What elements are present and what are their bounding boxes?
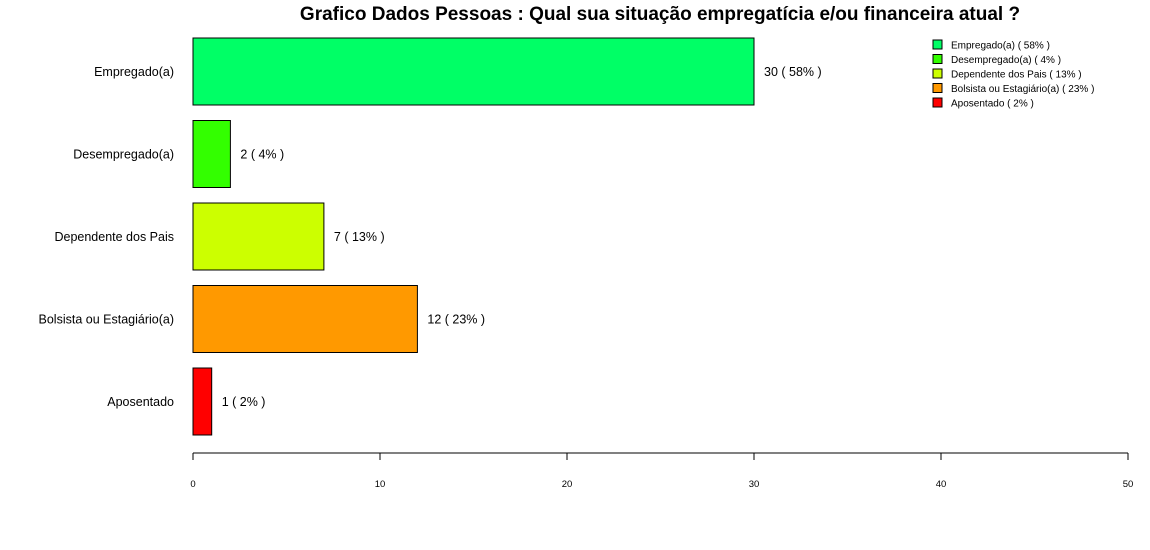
x-tick-label: 20 xyxy=(562,479,573,490)
legend-swatch xyxy=(932,68,943,79)
category-label: Dependente dos Pais xyxy=(54,230,174,244)
legend-entry: Desempregado(a) ( 4% ) xyxy=(951,55,1061,66)
bar xyxy=(192,285,418,353)
data-label: 7 ( 13% ) xyxy=(334,230,385,244)
x-tick-label: 10 xyxy=(375,479,386,490)
legend-entry: Empregado(a) ( 58% ) xyxy=(951,41,1050,52)
x-tick-label: 30 xyxy=(749,479,760,490)
x-axis: 0 10 20 30 40 50 xyxy=(190,452,1134,490)
bar xyxy=(192,202,325,271)
x-tick-label: 40 xyxy=(936,479,947,490)
category-label: Empregado(a) xyxy=(94,65,174,79)
bar xyxy=(192,120,231,188)
data-label: 1 ( 2% ) xyxy=(222,395,266,409)
category-label: Desempregado(a) xyxy=(73,148,174,162)
chart-title: Grafico Dados Pessoas : Qual sua situaçã… xyxy=(300,4,1020,25)
category-label: Bolsista ou Estagiário(a) xyxy=(39,313,174,327)
bar xyxy=(192,37,755,106)
legend-entry: Dependente dos Pais ( 13% ) xyxy=(951,70,1082,81)
data-label: 30 ( 58% ) xyxy=(764,65,822,79)
bar xyxy=(192,367,213,436)
x-tick-label: 0 xyxy=(190,479,195,490)
legend-entry: Aposentado ( 2% ) xyxy=(951,99,1034,110)
category-label: Aposentado xyxy=(107,395,174,409)
legend: Empregado(a) ( 58% ) Desempregado(a) ( 4%… xyxy=(932,39,1094,110)
legend-swatch xyxy=(932,83,943,93)
bars-layer: Empregado(a) 30 ( 58% ) Desempregado(a) 2 (… xyxy=(39,37,822,436)
legend-entry: Bolsista ou Estagiário(a) ( 23% ) xyxy=(951,84,1094,95)
x-tick-label: 50 xyxy=(1123,479,1134,490)
data-label: 2 ( 4% ) xyxy=(240,148,284,162)
legend-swatch xyxy=(932,54,943,64)
data-label: 12 ( 23% ) xyxy=(427,313,485,327)
legend-swatch xyxy=(932,97,943,108)
legend-swatch xyxy=(932,39,943,50)
